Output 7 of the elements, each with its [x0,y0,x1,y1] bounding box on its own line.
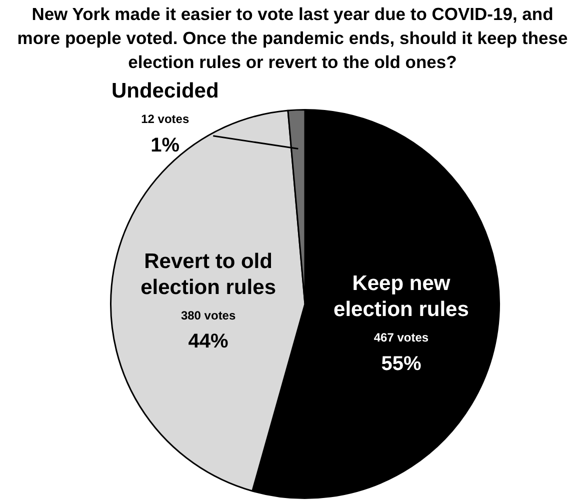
chart-title: New York made it easier to vote last year due to COVID-19, and more poeple voted. Once the pandemic ends, should it keep these election rules or revert to the old ones? [16,3,569,74]
slice-label: Keep new election rules [334,272,469,322]
data-label: 467 votes 55% [374,330,429,375]
data-label: 12 votes 1% [141,112,190,156]
slice-label: Undecided [111,80,219,103]
data-label: 380 votes 44% [180,308,236,352]
slice-label: Revert to old election rules [140,250,276,299]
